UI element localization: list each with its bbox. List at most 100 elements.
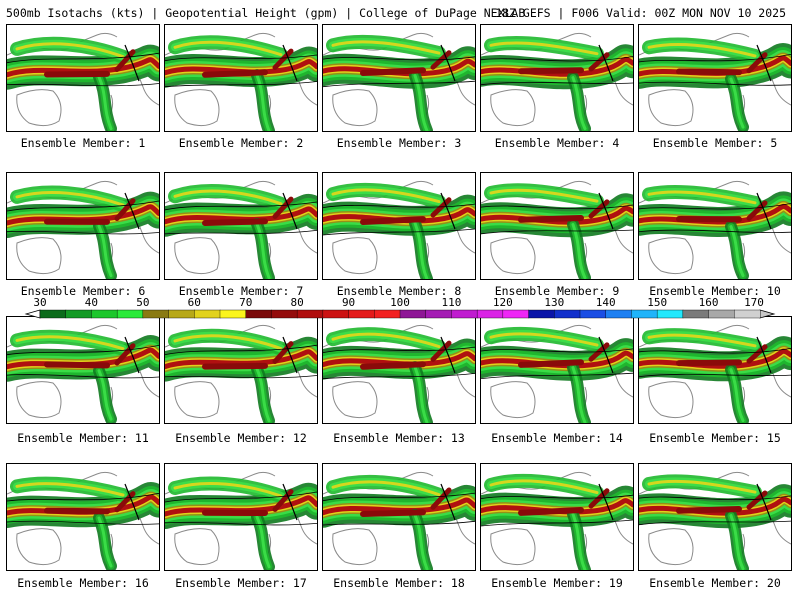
colorbar-swatch [605,309,632,319]
isotach-field [481,326,633,423]
ensemble-map-panel [6,24,160,132]
colorbar-tick-label: 80 [291,296,304,309]
colorbar-tick-label: 90 [342,296,355,309]
ensemble-map-panel [480,172,634,280]
map-graphic [323,324,475,423]
ensemble-map-panel [480,463,634,571]
colorbar-swatch [91,309,118,319]
ensemble-member-label: Ensemble Member: 9 [494,284,620,298]
map-graphic [481,324,633,423]
colorbar-tick-label: 60 [188,296,201,309]
isotach-field [639,328,791,423]
height-contours [7,483,159,525]
colorbar-swatch [656,309,684,319]
map-header: 500mb Isotachs (kts) | Geopotential Heig… [0,0,800,22]
isotach-field [165,183,317,279]
colorbar-swatch [142,309,170,319]
height-contours [323,336,475,380]
colorbar-swatch [65,309,92,319]
colorbar-swatch [116,309,144,319]
ensemble-member-label: Ensemble Member: 19 [491,576,623,590]
colorbar-tick-label: 150 [647,296,667,309]
colorbar-right-arrow [759,309,776,319]
height-contours [7,336,159,379]
ensemble-map-panel [6,463,160,571]
colorbar-swatch [528,309,555,319]
map-graphic [323,180,475,279]
ensemble-member-label: Ensemble Member: 8 [336,284,462,298]
map-graphic [165,32,317,131]
colorbar-tick-label: 70 [239,296,252,309]
colorbar-tick-label: 120 [493,296,513,309]
ensemble-map-panel [6,172,160,280]
colorbar-swatch [708,309,735,319]
ensemble-map-panel [638,316,792,424]
height-contours [7,192,159,235]
map-graphic [323,471,475,570]
ensemble-member-label: Ensemble Member: 10 [649,284,781,298]
ensemble-map-panel [164,463,318,571]
colorbar-swatch [322,309,350,319]
map-graphic [323,32,475,131]
map-graphic [7,324,159,423]
ensemble-member-label: Ensemble Member: 11 [17,431,149,445]
isotach-field [481,473,633,570]
colorbar-swatch [39,309,67,319]
map-graphic [481,180,633,279]
ensemble-member-label: Ensemble Member: 4 [494,136,620,150]
ensemble-member-label: Ensemble Member: 17 [175,576,307,590]
header-title: 500mb Isotachs (kts) | Geopotential Heig… [6,6,526,20]
colorbar-swatch [168,309,195,319]
header-run-info: 18Z GEFS | F006 Valid: 00Z MON NOV 10 20… [495,6,786,20]
colorbar-tick-label: 110 [441,296,461,309]
colorbar-swatch [399,309,427,319]
height-contours [165,483,317,526]
height-contours [323,44,475,88]
height-contours [7,44,159,87]
colorbar-swatch [502,309,530,319]
colorbar-left-arrow [24,309,41,319]
isotach-field [481,183,633,279]
isotach-field [165,476,317,570]
colorbar-swatch [374,309,401,319]
ensemble-member-label: Ensemble Member: 6 [20,284,146,298]
colorbar-tick-label: 30 [33,296,46,309]
map-graphic [639,324,791,423]
colorbar-tick-label: 130 [544,296,564,309]
ensemble-member-label: Ensemble Member: 12 [175,431,307,445]
colorbar-tick-label: 100 [390,296,410,309]
isotach-field [481,35,633,131]
isotach-field [323,327,475,423]
colorbar-swatch [682,309,710,319]
ensemble-member-label: Ensemble Member: 16 [17,576,149,590]
ensemble-member-label: Ensemble Member: 5 [652,136,778,150]
ensemble-map-panel [6,316,160,424]
isotach-field [323,34,475,131]
ensemble-map-panel [322,316,476,424]
height-contours [165,44,317,88]
colorbar-tick-label: 170 [744,296,764,309]
height-contours [165,192,317,235]
colorbar-tick-label: 140 [596,296,616,309]
map-graphic [165,324,317,423]
isotach-field [7,185,159,279]
colorbar-swatch [219,309,247,319]
height-contours [481,44,633,86]
colorbar-swatch [271,309,298,319]
colorbar-swatch [194,309,221,319]
map-graphic [7,180,159,279]
map-graphic [481,32,633,131]
height-contours [165,336,317,379]
isotach-field [323,474,475,570]
colorbar-tick-label: 40 [85,296,98,309]
ensemble-map-panel [322,463,476,571]
height-contours [323,192,475,236]
map-graphic [639,32,791,131]
isotach-field [165,35,317,131]
ensemble-member-label: Ensemble Member: 15 [649,431,781,445]
isotach-field [7,329,159,423]
map-graphic [481,471,633,570]
colorbar-swatch [554,309,581,319]
ensemble-member-label: Ensemble Member: 20 [649,576,781,590]
isotach-field [7,36,159,131]
